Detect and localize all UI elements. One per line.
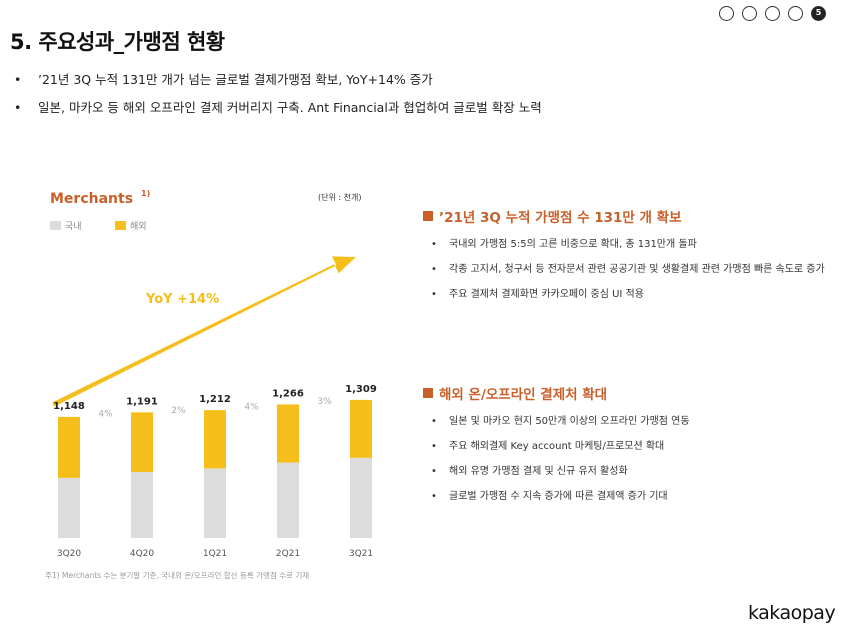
page-dot[interactable] — [742, 6, 757, 21]
page-indicator: 5 — [719, 6, 826, 21]
summary-bullet: ’21년 3Q 누적 131만 개가 넘는 글로벌 결제가맹점 확보, YoY+… — [14, 70, 542, 98]
summary-bullet: 일본, 마카오 등 해외 오프라인 결제 커버리지 구축. Ant Financ… — [14, 98, 542, 126]
x-tick-label: 3Q21 — [349, 549, 373, 559]
section-item: 주요 해외결제 Key account 마케팅/프로모션 확대 — [423, 440, 843, 453]
section-item: 글로벌 가맹점 수 지속 증가에 따른 결제액 증가 기대 — [423, 490, 843, 503]
x-tick-label: 4Q20 — [130, 549, 155, 559]
summary-bullets: ’21년 3Q 누적 131만 개가 넘는 글로벌 결제가맹점 확보, YoY+… — [14, 70, 542, 126]
square-bullet-icon — [423, 388, 433, 398]
section-item: 주요 결제처 결제화면 카카오페이 중심 UI 적용 — [423, 288, 843, 301]
bar-overseas — [131, 412, 153, 473]
section-item-list: 국내외 가맹점 5:5의 고른 비중으로 확대, 총 131만개 돌파 각종 고… — [423, 238, 843, 301]
legend-swatch-domestic — [50, 221, 61, 230]
kakaopay-logo: kakaopay — [748, 602, 836, 624]
section-item: 일본 및 마카오 현지 50만개 이상의 오프라인 가맹점 연동 — [423, 415, 843, 428]
page-dot-current[interactable]: 5 — [811, 6, 826, 21]
legend-label-overseas: 해외 — [130, 220, 147, 232]
page-dot[interactable] — [719, 6, 734, 21]
chart-title-superscript: 1) — [141, 189, 150, 198]
section-item-list: 일본 및 마카오 현지 50만개 이상의 오프라인 가맹점 연동 주요 해외결제… — [423, 415, 843, 503]
bar-domestic — [58, 477, 80, 538]
growth-label: 3% — [317, 397, 332, 407]
total-label: 1,148 — [53, 401, 85, 412]
chart-footnote: 주1) Merchants 수는 분기말 기준, 국내외 온/오프라인 합산 등… — [45, 570, 309, 580]
page-title: 5. 주요성과_가맹점 현황 — [10, 30, 225, 54]
section-item: 각종 고지서, 청구서 등 전자문서 관련 공공기관 및 생활결제 관련 가맹점… — [423, 263, 843, 276]
section-title: 해외 온/오프라인 결제처 확대 — [423, 383, 843, 403]
x-tick-label: 3Q20 — [57, 549, 82, 559]
trend-arrow — [52, 256, 356, 407]
page-dot[interactable] — [788, 6, 803, 21]
square-bullet-icon — [423, 211, 433, 221]
bar-overseas — [350, 399, 372, 458]
section-title-text: ’21년 3Q 누적 가맹점 수 131만 개 확보 — [439, 210, 682, 226]
unit-note: (단위 : 천개) — [318, 192, 361, 202]
total-label: 1,212 — [199, 394, 231, 405]
section-overseas-expansion: 해외 온/오프라인 결제처 확대 일본 및 마카오 현지 50만개 이상의 오프… — [423, 383, 843, 503]
section-item: 해외 유명 가맹점 결제 및 신규 유저 활성화 — [423, 465, 843, 478]
growth-label: 4% — [98, 410, 113, 420]
bar-domestic — [350, 457, 372, 538]
total-label: 1,266 — [272, 388, 304, 399]
section-title-text: 해외 온/오프라인 결제처 확대 — [439, 387, 608, 403]
x-tick-label: 2Q21 — [276, 549, 300, 559]
bar-domestic — [277, 462, 299, 538]
bar-domestic — [131, 472, 153, 538]
x-tick-label: 1Q21 — [203, 549, 227, 559]
total-label: 1,309 — [345, 384, 377, 395]
trend-label: YoY +14% — [145, 292, 219, 307]
legend-swatch-overseas — [115, 221, 126, 230]
section-item: 국내외 가맹점 5:5의 고른 비중으로 확대, 총 131만개 돌파 — [423, 238, 843, 251]
growth-label: 2% — [171, 406, 186, 416]
chart-title: Merchants — [50, 191, 133, 207]
merchants-chart: Merchants 1) (단위 : 천개) 국내 해외 YoY +14% 주1… — [45, 189, 377, 580]
bar-overseas — [204, 410, 226, 469]
section-title: ’21년 3Q 누적 가맹점 수 131만 개 확보 — [423, 206, 843, 226]
bar-overseas — [277, 404, 299, 463]
bar-domestic — [204, 468, 226, 538]
growth-label: 4% — [244, 402, 259, 412]
bar-overseas — [58, 416, 80, 478]
page-dot[interactable] — [765, 6, 780, 21]
legend-label-domestic: 국내 — [65, 221, 82, 232]
total-label: 1,191 — [126, 396, 158, 407]
section-merchant-growth: ’21년 3Q 누적 가맹점 수 131만 개 확보 국내외 가맹점 5:5의 … — [423, 206, 843, 301]
